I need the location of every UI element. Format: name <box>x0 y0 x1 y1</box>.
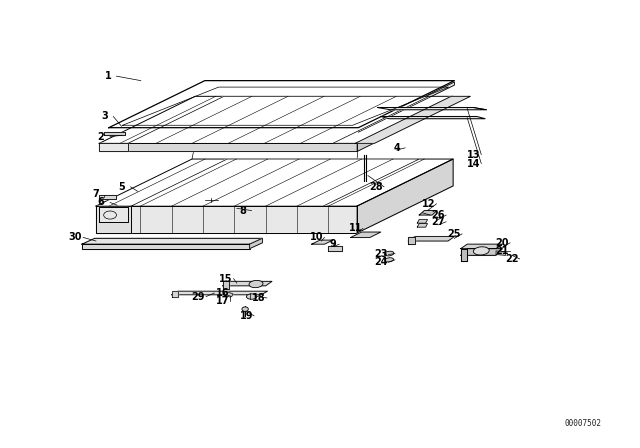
Polygon shape <box>378 108 486 110</box>
Text: 3: 3 <box>101 112 108 121</box>
Text: 28: 28 <box>369 182 383 192</box>
Ellipse shape <box>385 258 394 262</box>
Polygon shape <box>250 238 262 249</box>
Polygon shape <box>104 132 125 135</box>
Polygon shape <box>328 246 342 251</box>
Text: 29: 29 <box>191 292 205 302</box>
Text: 9: 9 <box>330 239 336 249</box>
Ellipse shape <box>242 307 248 311</box>
Text: 26: 26 <box>431 210 445 220</box>
Polygon shape <box>131 159 419 206</box>
Text: 19: 19 <box>239 311 253 321</box>
Text: 1: 1 <box>106 71 112 81</box>
Polygon shape <box>99 143 128 151</box>
Polygon shape <box>419 211 437 215</box>
Polygon shape <box>496 251 506 255</box>
Text: 4: 4 <box>394 143 400 153</box>
Polygon shape <box>461 244 502 249</box>
Ellipse shape <box>249 280 263 288</box>
Polygon shape <box>96 206 357 233</box>
Polygon shape <box>99 195 116 199</box>
Text: 7: 7 <box>93 190 99 199</box>
Text: 16: 16 <box>216 289 230 298</box>
Text: 6: 6 <box>98 198 104 207</box>
Text: 14: 14 <box>467 159 481 168</box>
Polygon shape <box>461 249 467 261</box>
Text: 18: 18 <box>252 293 266 303</box>
Ellipse shape <box>385 251 394 256</box>
Polygon shape <box>223 281 229 289</box>
Text: 20: 20 <box>495 238 509 248</box>
Text: 00007502: 00007502 <box>564 419 602 428</box>
Polygon shape <box>82 238 262 244</box>
Polygon shape <box>312 240 333 244</box>
Ellipse shape <box>474 247 489 255</box>
Text: 5: 5 <box>118 182 125 192</box>
Text: 24: 24 <box>374 257 388 267</box>
Text: 22: 22 <box>505 254 519 264</box>
Polygon shape <box>408 237 415 244</box>
Polygon shape <box>357 96 453 151</box>
Text: 25: 25 <box>447 229 461 239</box>
Text: 15: 15 <box>219 274 233 284</box>
Polygon shape <box>358 82 454 132</box>
Text: 27: 27 <box>431 217 445 227</box>
Text: 17: 17 <box>216 296 230 306</box>
Text: 10: 10 <box>310 233 324 242</box>
Polygon shape <box>357 159 453 233</box>
Polygon shape <box>355 96 470 143</box>
Text: 11: 11 <box>348 224 362 233</box>
Polygon shape <box>99 96 453 143</box>
Polygon shape <box>417 224 428 227</box>
Polygon shape <box>99 143 357 151</box>
Polygon shape <box>128 96 429 143</box>
Text: 8: 8 <box>240 206 246 215</box>
Polygon shape <box>96 206 131 233</box>
Text: 12: 12 <box>422 199 436 209</box>
Text: 23: 23 <box>374 250 388 259</box>
Polygon shape <box>82 244 250 249</box>
Polygon shape <box>172 291 268 295</box>
Polygon shape <box>172 291 178 297</box>
Text: 2: 2 <box>98 132 104 142</box>
Text: 30: 30 <box>68 233 83 242</box>
Text: 13: 13 <box>467 150 481 159</box>
Polygon shape <box>109 81 454 128</box>
Polygon shape <box>351 232 381 237</box>
Ellipse shape <box>246 294 257 299</box>
Text: 21: 21 <box>495 246 509 256</box>
Polygon shape <box>408 237 454 241</box>
Polygon shape <box>96 159 453 206</box>
Polygon shape <box>417 220 428 223</box>
Polygon shape <box>381 116 485 119</box>
Polygon shape <box>99 207 128 222</box>
Polygon shape <box>223 281 272 286</box>
Polygon shape <box>224 291 233 297</box>
Polygon shape <box>461 249 502 255</box>
